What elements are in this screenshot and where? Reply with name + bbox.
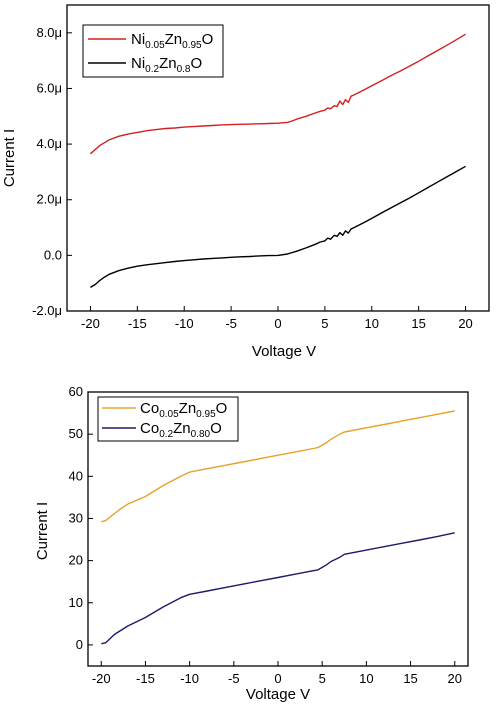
chart-top-x-tick-label: 15 bbox=[411, 316, 425, 331]
chart-bottom-x-tick-label: -15 bbox=[136, 671, 155, 686]
chart-top-series-line-2 bbox=[90, 165, 466, 289]
chart-bottom-y-tick-label: 0 bbox=[76, 637, 83, 652]
chart-bottom-y-ticks: 0 10 20 30 40 50 60 bbox=[69, 384, 93, 652]
chart-bottom-legend: Co0.05Zn0.95O Co0.2Zn0.80O bbox=[97, 396, 239, 442]
chart-top-y-tick-label: 0.0 bbox=[44, 247, 62, 262]
chart-bottom-legend-label-1: Co0.05Zn0.95O bbox=[140, 400, 227, 420]
chart-top-y-tick-label: -2.0μ bbox=[32, 303, 62, 318]
chart-bottom-x-axis-title: Voltage V bbox=[246, 686, 310, 703]
chart-top-x-tick-label: -5 bbox=[225, 316, 237, 331]
chart-bottom-x-tick-label: 20 bbox=[448, 671, 462, 686]
chart-top-legend: Ni0.05Zn0.95O Ni0.2Zn0.8O bbox=[82, 24, 224, 78]
chart-bottom-group: 0 10 20 30 40 50 60 -20 -15 -10 -5 0 5 10 15 20 Voltag… bbox=[34, 384, 469, 703]
chart-top-y-tick-label: 4.0μ bbox=[36, 136, 62, 151]
chart-top-x-tick-label: 0 bbox=[274, 316, 281, 331]
chart-bottom-x-tick-label: -10 bbox=[180, 671, 199, 686]
chart-bottom-y-tick-label: 60 bbox=[69, 384, 83, 399]
chart-bottom-x-ticks: -20 -15 -10 -5 0 5 10 15 20 bbox=[92, 661, 462, 686]
chart-bottom-x-tick-label: 15 bbox=[403, 671, 417, 686]
chart-top-x-tick-label: -10 bbox=[175, 316, 194, 331]
chart-top-x-axis-title: Voltage V bbox=[252, 343, 316, 360]
chart-bottom-legend-label-2: Co0.2Zn0.80O bbox=[140, 420, 222, 440]
chart-top-x-tick-label: 10 bbox=[365, 316, 379, 331]
chart-top-group: -2.0μ 0.0 2.0μ 4.0μ 6.0μ 8.0μ -20 -15 -10 -5 0 5 10… bbox=[1, 4, 490, 360]
chart-bottom-x-tick-label: -20 bbox=[92, 671, 111, 686]
chart-bottom-legend-box bbox=[97, 396, 239, 442]
chart-top-y-ticks: -2.0μ 0.0 2.0μ 4.0μ 6.0μ 8.0μ bbox=[32, 25, 72, 318]
chart-top-x-tick-label: -15 bbox=[128, 316, 147, 331]
chart-bottom-y-axis-title: Current I bbox=[34, 502, 51, 560]
chart-bottom-x-tick-label: 0 bbox=[274, 671, 281, 686]
chart-top-y-tick-label: 6.0μ bbox=[36, 80, 62, 95]
chart-top-y-axis-title: Current I bbox=[1, 129, 18, 187]
chart-bottom-y-tick-label: 20 bbox=[69, 553, 83, 568]
chart-bottom-series-line-1 bbox=[101, 410, 455, 523]
chart-bottom-x-tick-label: -5 bbox=[228, 671, 240, 686]
chart-bottom-x-tick-label: 10 bbox=[359, 671, 373, 686]
chart-bottom-x-tick-label: 5 bbox=[319, 671, 326, 686]
chart-bottom-series bbox=[101, 410, 455, 645]
chart-bottom-y-tick-label: 40 bbox=[69, 468, 83, 483]
chart-bottom-series-line-2 bbox=[101, 532, 455, 645]
chart-bottom-y-tick-label: 50 bbox=[69, 426, 83, 441]
chart-top-x-tick-label: 5 bbox=[321, 316, 328, 331]
chart-top-legend-box bbox=[82, 24, 224, 78]
chart-top-series-line-1 bbox=[89, 33, 466, 155]
chart-top-x-ticks: -20 -15 -10 -5 0 5 10 15 20 bbox=[81, 306, 473, 331]
chart-top-x-tick-label: -20 bbox=[81, 316, 100, 331]
chart-top-x-tick-label: 20 bbox=[458, 316, 472, 331]
chart-top-legend-label-2: Ni0.2Zn0.8O bbox=[131, 55, 202, 75]
chart-top-series bbox=[89, 33, 466, 289]
chart-bottom-y-tick-label: 30 bbox=[69, 510, 83, 525]
chart-bottom-y-tick-label: 10 bbox=[69, 595, 83, 610]
chart-top-y-tick-label: 2.0μ bbox=[36, 192, 62, 207]
chart-top-y-tick-label: 8.0μ bbox=[36, 25, 62, 40]
chart-top-legend-label-1: Ni0.05Zn0.95O bbox=[131, 31, 213, 51]
